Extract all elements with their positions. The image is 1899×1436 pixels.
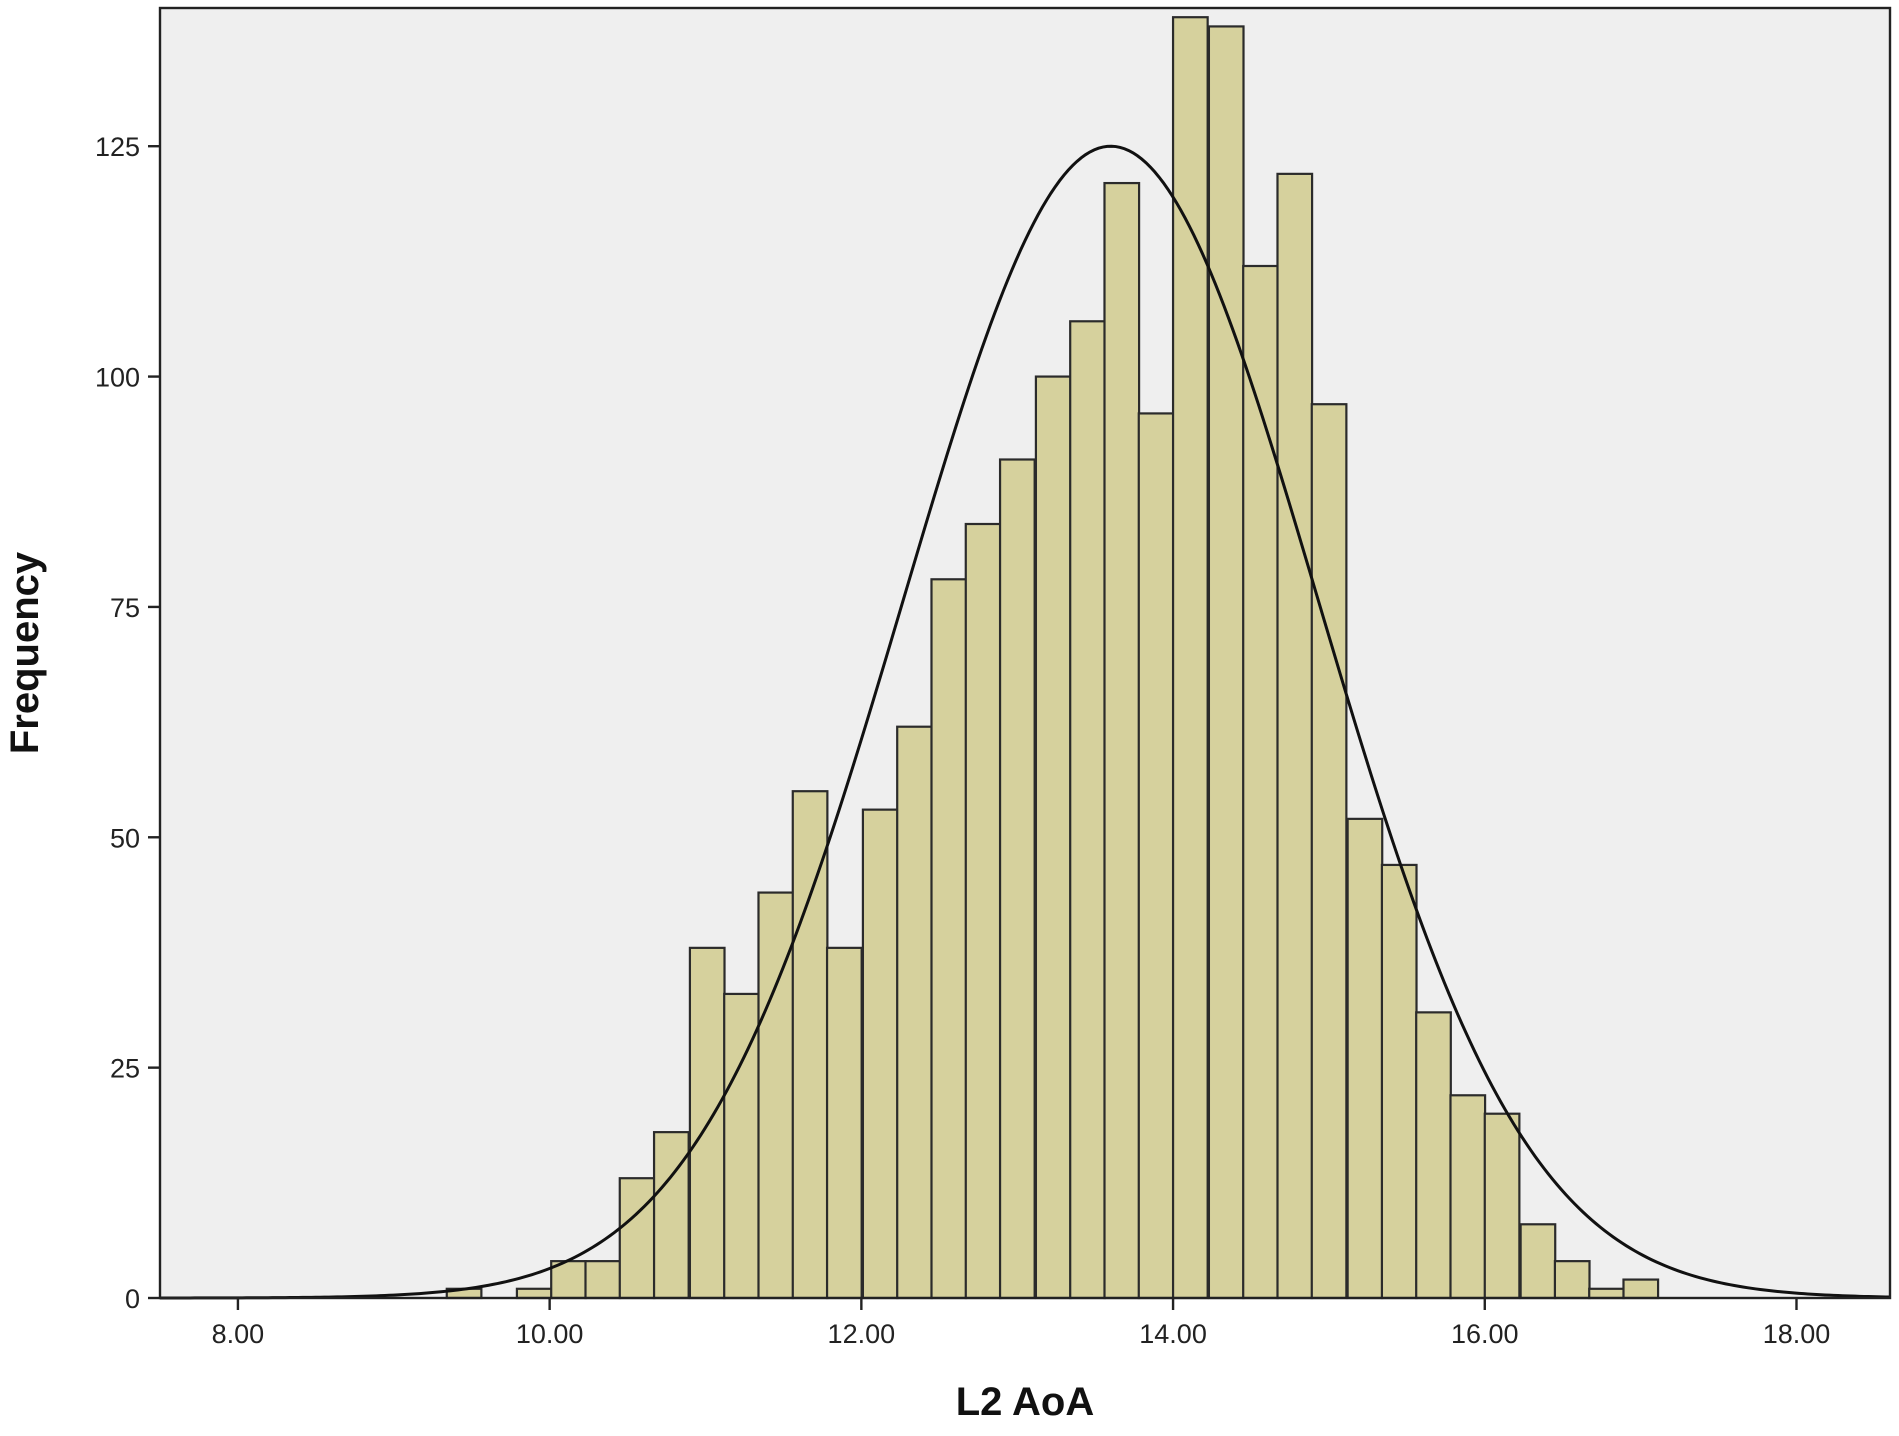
histogram-bar bbox=[1415, 1011, 1452, 1300]
histogram-bar bbox=[1588, 1287, 1625, 1300]
histogram-bar bbox=[1103, 181, 1141, 1300]
normal-curve bbox=[160, 144, 1891, 1300]
histogram-bar bbox=[1483, 1112, 1521, 1300]
y-tick-label: 50 bbox=[110, 823, 140, 853]
x-axis-ticks: 8.00 10.00 12.00 14.00 16.00 18.00 bbox=[212, 1298, 1831, 1349]
histogram-bar bbox=[1207, 25, 1245, 1300]
histogram-bar bbox=[1276, 172, 1314, 1300]
histogram-bar bbox=[791, 790, 829, 1300]
histogram-bar bbox=[1242, 264, 1279, 1300]
y-tick-label: 75 bbox=[110, 593, 140, 623]
y-axis-title: Frequency bbox=[3, 551, 47, 754]
axes bbox=[158, 6, 1892, 1300]
x-axis-title: L2 AoA bbox=[956, 1380, 1095, 1424]
x-tick-label: 10.00 bbox=[516, 1319, 584, 1349]
histogram-bar bbox=[825, 946, 863, 1300]
histogram-bar bbox=[964, 522, 1002, 1300]
x-tick-label: 18.00 bbox=[1763, 1319, 1831, 1349]
histogram-bar bbox=[1449, 1094, 1487, 1300]
histogram-bar bbox=[1622, 1278, 1660, 1300]
histogram-bar bbox=[652, 1131, 690, 1300]
x-tick-label: 14.00 bbox=[1139, 1319, 1207, 1349]
y-axis-ticks: 0 25 50 75 100 125 bbox=[95, 132, 160, 1314]
histogram-bar bbox=[1553, 1260, 1591, 1300]
histogram-bar bbox=[1310, 403, 1348, 1300]
y-tick-label: 125 bbox=[95, 132, 140, 162]
histogram-bar bbox=[723, 992, 760, 1300]
histogram-bar bbox=[618, 1177, 656, 1300]
histogram-bar bbox=[1171, 16, 1209, 1300]
histogram-bar bbox=[1137, 412, 1175, 1300]
histogram-bar bbox=[584, 1260, 622, 1300]
y-tick-label: 25 bbox=[110, 1054, 140, 1084]
histogram-bar bbox=[515, 1287, 553, 1300]
y-tick-label: 100 bbox=[95, 363, 140, 393]
histogram-bar bbox=[930, 578, 968, 1300]
histogram-bar bbox=[1519, 1223, 1557, 1300]
x-tick-label: 12.00 bbox=[828, 1319, 896, 1349]
histogram-bar bbox=[861, 808, 899, 1300]
x-tick-label: 8.00 bbox=[212, 1319, 265, 1349]
histogram-bar bbox=[1380, 863, 1418, 1300]
x-tick-label: 16.00 bbox=[1451, 1319, 1519, 1349]
histogram-bar bbox=[1034, 375, 1072, 1300]
plot-frame bbox=[158, 6, 1892, 1300]
histogram-bar bbox=[1346, 817, 1384, 1300]
histogram-bar bbox=[998, 458, 1036, 1300]
histogram-bar bbox=[896, 725, 933, 1300]
y-tick-label: 0 bbox=[125, 1284, 140, 1314]
histogram-bar bbox=[1069, 320, 1106, 1300]
